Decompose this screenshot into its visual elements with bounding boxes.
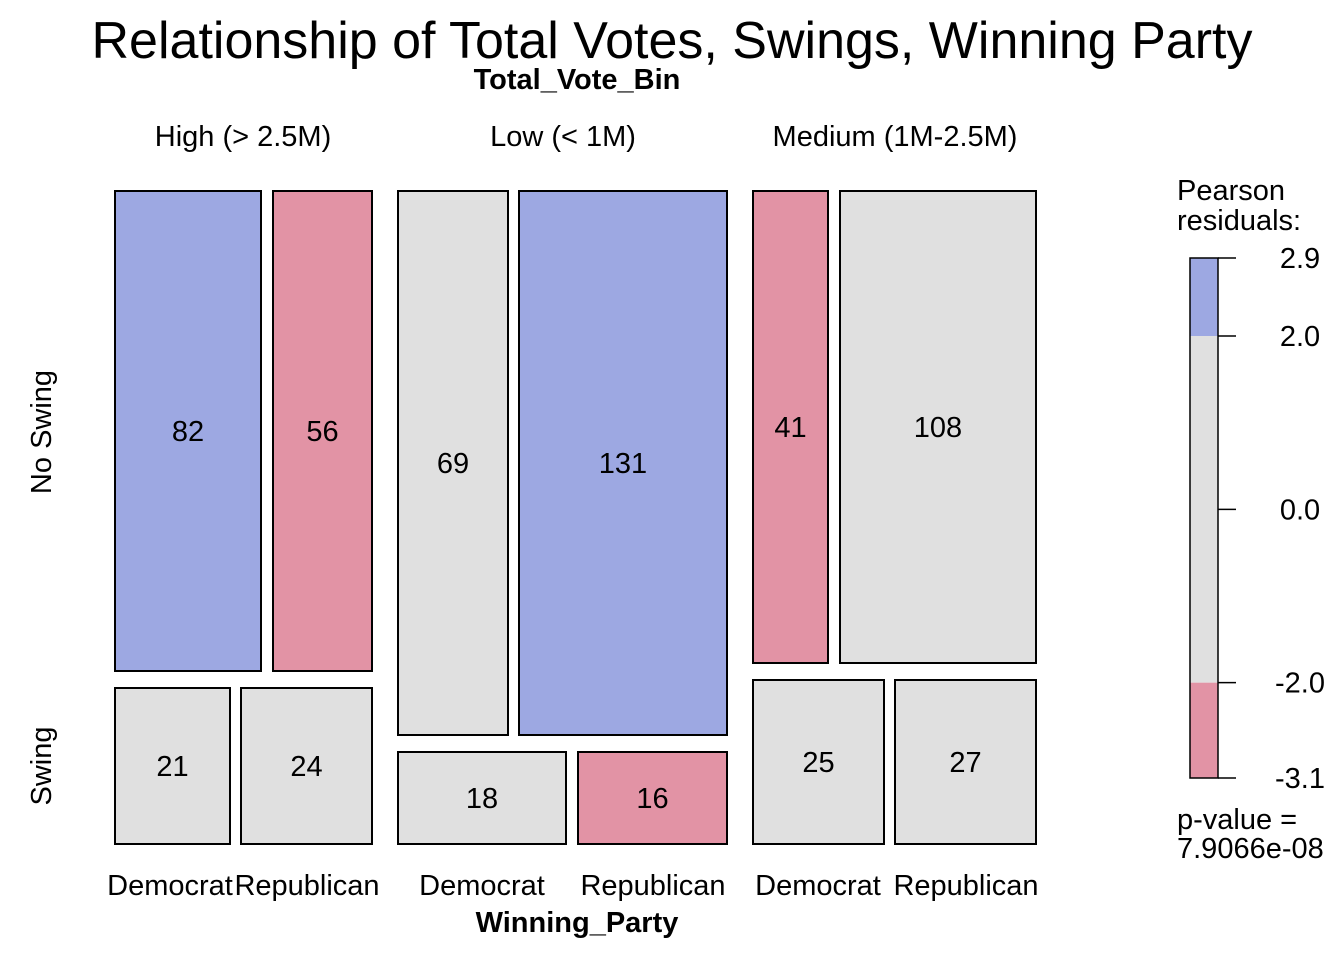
x-label-high-republican: Republican xyxy=(234,870,379,902)
cell-medium-no-swing-republican xyxy=(839,190,1037,664)
legend-band-low xyxy=(1190,682,1218,778)
legend-title-line2: residuals: xyxy=(1177,205,1301,237)
legend-band-neutral xyxy=(1190,336,1218,683)
legend-tick-label: -2.0 xyxy=(1275,668,1325,700)
legend-tick-label: 2.9 xyxy=(1280,243,1320,275)
count-high-no-swing-republican: 56 xyxy=(306,416,338,448)
legend-tick-label: 0.0 xyxy=(1280,494,1320,526)
legend-tick-label: 2.0 xyxy=(1280,321,1320,353)
p-value-label: p-value = xyxy=(1177,804,1297,836)
count-low-no-swing-democrat: 69 xyxy=(437,448,469,480)
residual-legend: 2.9 2.0 0.0 -2.0 -3.1 xyxy=(1189,243,1325,795)
count-low-swing-republican: 16 xyxy=(636,783,668,815)
cell-medium-swing-democrat xyxy=(752,679,885,845)
cell-high-no-swing-democrat xyxy=(114,190,262,672)
x-label-low-republican: Republican xyxy=(580,870,725,902)
x-label-high-democrat: Democrat xyxy=(107,870,233,902)
row-label-swing: Swing xyxy=(26,727,58,806)
cell-low-swing-republican xyxy=(577,751,728,845)
x-label-medium-republican: Republican xyxy=(893,870,1038,902)
cell-medium-swing-republican xyxy=(894,679,1037,845)
cell-low-no-swing-republican xyxy=(518,190,728,736)
count-low-swing-democrat: 18 xyxy=(466,783,498,815)
p-value: 7.9066e-08 xyxy=(1177,833,1324,865)
cell-high-swing-democrat xyxy=(114,687,231,845)
row-label-no-swing: No Swing xyxy=(26,370,58,494)
column-variable-label: Total_Vote_Bin xyxy=(474,64,681,96)
chart-title: Relationship of Total Votes, Swings, Win… xyxy=(92,12,1253,70)
column-label-medium: Medium (1M-2.5M) xyxy=(773,121,1018,153)
cell-medium-no-swing-democrat xyxy=(752,190,829,664)
x-label-medium-democrat: Democrat xyxy=(755,870,881,902)
column-label-low: Low (< 1M) xyxy=(490,121,636,153)
legend-bar-frame xyxy=(1189,257,1219,779)
count-medium-swing-republican: 27 xyxy=(949,747,981,779)
count-high-swing-democrat: 21 xyxy=(156,751,188,783)
cell-low-no-swing-democrat xyxy=(397,190,509,736)
cell-high-no-swing-republican xyxy=(272,190,373,672)
mosaic-cells: 82 56 21 24 69 131 18 16 41 108 25 27 xyxy=(114,190,1037,845)
cell-low-swing-democrat xyxy=(397,751,567,845)
count-high-no-swing-democrat: 82 xyxy=(172,416,204,448)
count-medium-no-swing-republican: 108 xyxy=(914,412,962,444)
legend-band-high xyxy=(1190,258,1218,336)
legend-tick-label: -3.1 xyxy=(1275,763,1325,795)
cell-high-swing-republican xyxy=(240,687,373,845)
count-low-no-swing-republican: 131 xyxy=(599,448,647,480)
column-label-high: High (> 2.5M) xyxy=(155,121,331,153)
count-medium-no-swing-democrat: 41 xyxy=(774,412,806,444)
count-high-swing-republican: 24 xyxy=(290,751,322,783)
x-variable-label: Winning_Party xyxy=(476,907,679,939)
count-medium-swing-democrat: 25 xyxy=(802,747,834,779)
x-label-low-democrat: Democrat xyxy=(419,870,545,902)
legend-title-line1: Pearson xyxy=(1177,175,1285,207)
